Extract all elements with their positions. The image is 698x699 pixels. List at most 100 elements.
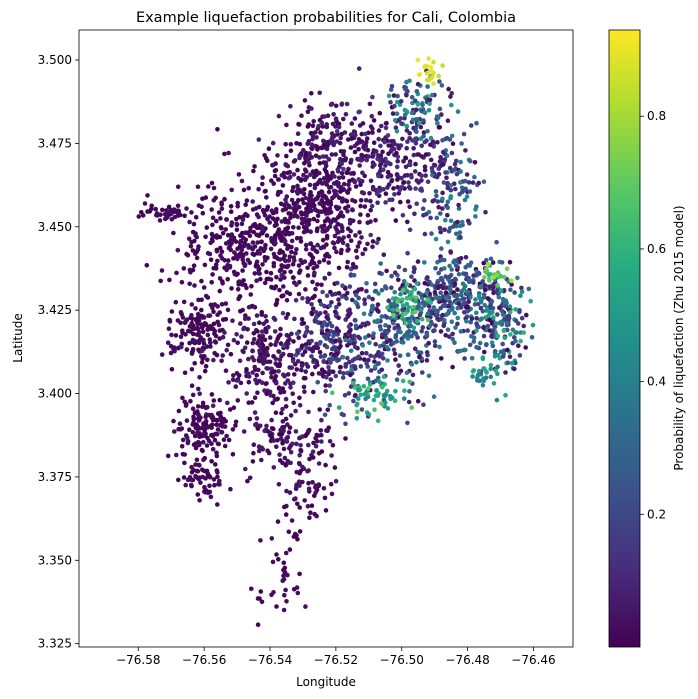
data-point	[470, 180, 476, 185]
data-point	[447, 137, 453, 142]
data-point	[280, 419, 286, 424]
data-point	[439, 112, 444, 117]
data-point	[345, 204, 351, 209]
data-point	[308, 241, 314, 246]
data-point	[277, 268, 283, 274]
data-point	[447, 274, 453, 280]
data-point	[288, 148, 294, 153]
data-point	[307, 515, 312, 520]
data-point	[453, 263, 459, 268]
data-point	[299, 317, 305, 322]
data-point	[419, 178, 424, 183]
data-point	[284, 345, 290, 350]
data-point	[317, 178, 323, 184]
data-point	[202, 262, 208, 268]
data-point	[412, 169, 418, 174]
data-point	[312, 207, 318, 212]
data-point	[216, 322, 222, 328]
data-point	[350, 358, 355, 363]
data-point	[403, 164, 409, 170]
data-point	[389, 178, 394, 184]
data-point	[371, 118, 377, 123]
data-point	[413, 298, 418, 304]
data-point	[327, 402, 333, 408]
data-point	[413, 309, 418, 315]
data-point	[444, 285, 449, 291]
data-point	[285, 312, 291, 317]
data-point	[205, 332, 211, 338]
data-point	[382, 328, 388, 334]
data-point	[358, 182, 363, 187]
data-point	[452, 161, 458, 167]
data-point	[449, 133, 455, 139]
data-point	[188, 244, 194, 249]
data-point	[261, 321, 267, 327]
data-point	[443, 295, 449, 301]
data-point	[324, 328, 330, 333]
data-point	[363, 198, 369, 203]
data-point	[451, 259, 456, 265]
data-point	[321, 176, 327, 181]
colorbar-tick-label: 0.2	[647, 507, 666, 521]
data-point	[310, 133, 316, 138]
data-point	[293, 251, 298, 256]
data-point	[295, 167, 300, 173]
data-point	[256, 267, 262, 273]
data-point	[279, 272, 284, 278]
data-point	[274, 222, 279, 227]
data-point	[387, 197, 392, 203]
data-point	[455, 305, 461, 311]
data-point	[497, 305, 502, 311]
data-point	[203, 321, 209, 327]
data-point	[304, 209, 310, 214]
data-point	[347, 186, 352, 192]
data-point	[482, 349, 487, 355]
data-point	[243, 202, 248, 208]
data-point	[376, 128, 382, 133]
data-point	[371, 140, 377, 145]
data-point	[191, 221, 197, 227]
data-point	[340, 240, 346, 246]
data-point	[289, 231, 295, 236]
data-point	[225, 232, 231, 238]
data-point	[262, 153, 267, 158]
data-point	[393, 218, 399, 223]
data-point	[360, 170, 365, 176]
data-point	[488, 374, 494, 380]
data-point	[286, 529, 292, 535]
data-point	[494, 288, 500, 293]
data-point	[320, 289, 325, 295]
data-point	[255, 232, 261, 238]
data-point	[439, 246, 444, 251]
data-point	[281, 446, 287, 452]
data-point	[188, 477, 194, 482]
data-point	[291, 534, 297, 539]
data-point	[351, 398, 356, 404]
data-point	[353, 392, 358, 398]
data-point	[202, 368, 208, 374]
data-point	[516, 343, 521, 349]
data-point	[176, 477, 181, 483]
data-point	[294, 482, 299, 488]
data-point	[431, 59, 436, 65]
data-point	[392, 103, 397, 109]
data-point	[234, 227, 240, 233]
data-point	[282, 264, 287, 269]
data-point	[235, 200, 240, 206]
data-point	[326, 174, 332, 180]
data-point	[218, 216, 223, 221]
data-point	[276, 113, 282, 119]
data-point	[465, 304, 471, 310]
data-point	[386, 324, 392, 330]
data-point	[224, 217, 229, 222]
data-point	[415, 318, 420, 324]
data-point	[309, 106, 314, 111]
data-point	[230, 318, 235, 324]
data-point	[330, 240, 336, 245]
data-point	[480, 279, 486, 284]
data-point	[321, 257, 327, 263]
data-point	[389, 273, 394, 279]
data-point	[419, 317, 425, 322]
data-point	[293, 212, 298, 218]
data-point	[216, 210, 222, 215]
